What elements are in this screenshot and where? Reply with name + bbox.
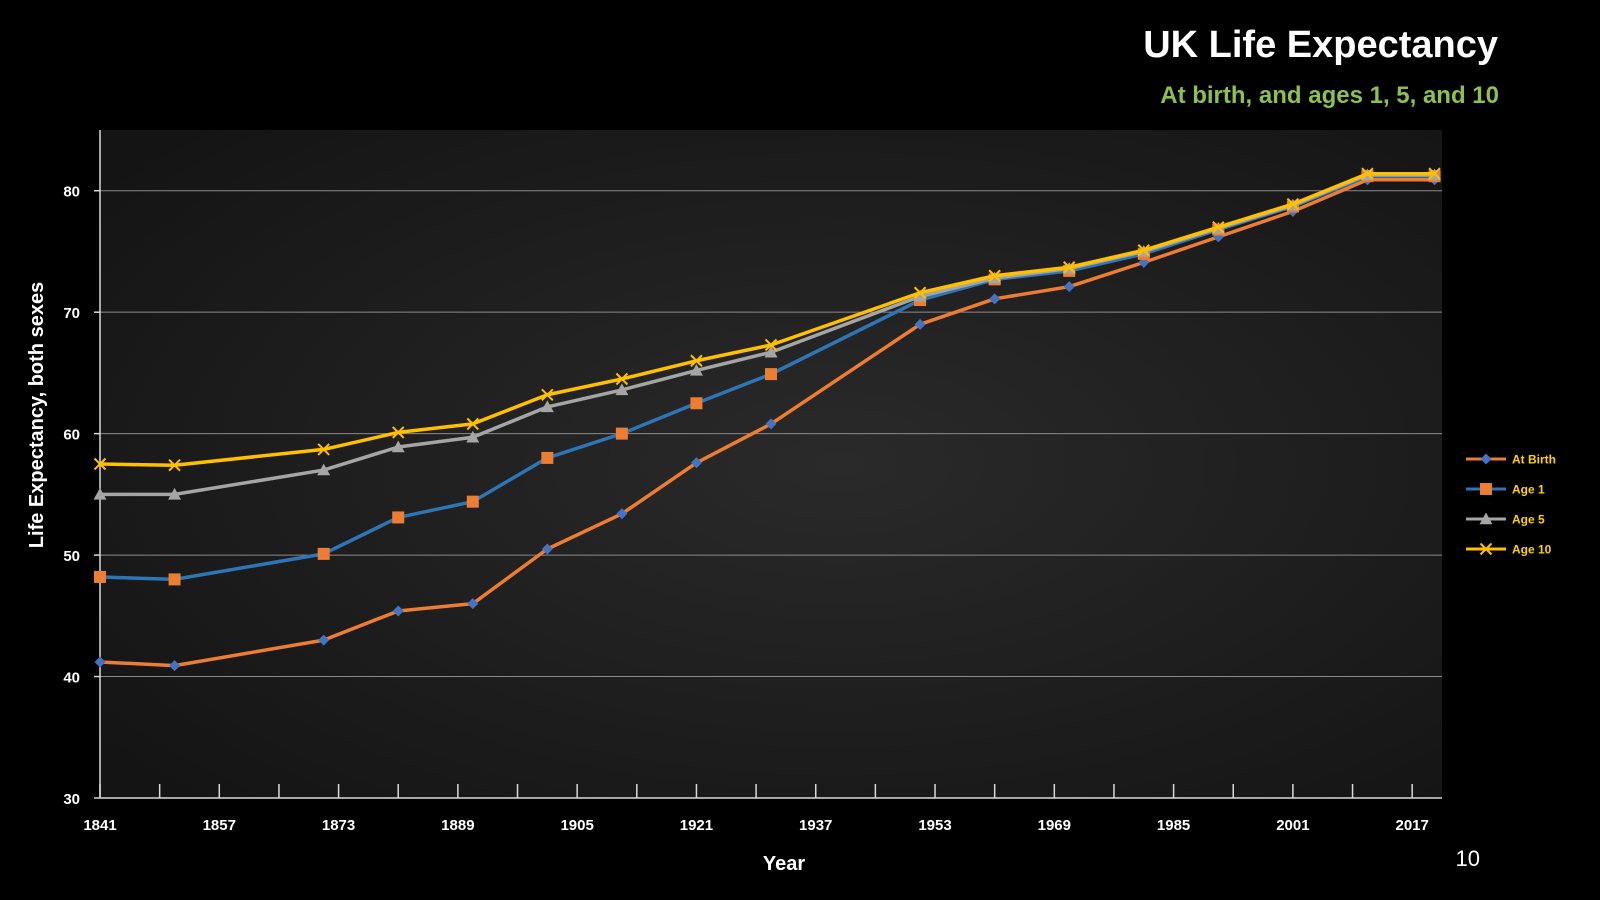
data-point [391,440,405,453]
data-point [541,451,554,464]
y-tick-label: 80 [63,184,80,201]
series-age-10 [93,167,1441,472]
x-tick-label: 1969 [1038,817,1071,834]
legend-item: Age 10 [1466,543,1552,557]
data-point [914,318,926,330]
slide-number: 10 [1455,846,1480,871]
data-point [764,338,778,352]
data-point [168,573,181,586]
data-point [765,368,777,381]
data-point [1137,244,1150,257]
data-point [689,363,703,376]
y-tick-label: 50 [63,548,80,565]
data-point [466,430,480,443]
data-point [467,598,479,610]
y-tick-label: 60 [63,427,80,444]
data-point [988,269,1001,282]
x-tick-label: 1873 [322,817,355,834]
legend-label: Age 10 [1512,543,1552,557]
data-point [541,388,554,401]
legend-label: Age 1 [1512,483,1545,497]
data-point [913,289,927,302]
data-point [541,543,553,555]
legend-swatch-marker [1479,542,1493,556]
legend-swatch-marker [1479,512,1493,525]
data-point [615,372,629,386]
data-point [168,459,181,472]
x-tick-label: 1921 [680,817,713,834]
data-point [615,427,628,440]
x-tick-label: 1937 [799,817,832,834]
y-tick-label: 30 [63,791,80,808]
data-point [392,605,404,617]
legend-label: Age 5 [1512,513,1545,527]
chart-subtitle: At birth, and ages 1, 5, and 10 [1160,82,1499,109]
x-tick-label: 2001 [1276,817,1309,834]
data-point [317,463,331,476]
data-point [169,660,181,672]
data-point [690,397,703,410]
data-point [1286,197,1300,211]
data-point [615,383,629,396]
data-point [540,400,554,413]
data-point [317,443,330,456]
data-point [94,656,106,668]
x-tick-label: 1841 [83,817,116,834]
x-tick-label: 1905 [560,817,593,834]
x-tick-label: 1857 [203,817,236,834]
legend-item: Age 1 [1466,483,1545,497]
legend-item: Age 5 [1466,512,1545,527]
legend-item: At Birth [1466,453,1556,467]
data-point [392,426,405,439]
series-lines [93,167,1442,672]
data-point [1428,167,1441,180]
legend-swatch-marker [1480,453,1492,465]
series-at-birth [94,174,1441,672]
x-tick-label: 1889 [441,817,474,834]
chart-title: UK Life Expectancy [1143,24,1498,66]
data-point [466,417,479,431]
x-tick-label: 1985 [1157,817,1190,834]
data-point [94,570,106,583]
data-point [616,508,628,520]
data-point [690,457,702,469]
data-point [690,354,703,367]
data-point [318,634,330,646]
data-point [1063,281,1075,293]
y-tick-label: 40 [63,670,80,687]
legend: At Birth Age 1 Age 5 Age 10 [1466,453,1556,557]
y-axis-title: Life Expectancy, both sexes [26,282,48,548]
x-tick-label: 1953 [918,817,951,834]
x-tick-label: 2017 [1395,817,1428,834]
data-point [764,345,778,358]
data-point [317,547,330,560]
legend-label: At Birth [1512,453,1556,467]
legend-swatch-marker [1480,483,1492,495]
data-point [1212,220,1225,234]
data-point [913,286,927,299]
data-point [93,457,107,471]
y-tick-label: 70 [63,305,80,322]
data-point [392,511,405,524]
x-axis-title: Year [763,853,805,875]
data-point [168,487,182,500]
data-point [765,418,777,430]
data-point [989,293,1001,305]
data-point [466,495,479,508]
data-point [1063,261,1076,274]
data-point [1361,167,1374,180]
data-point [93,487,107,500]
